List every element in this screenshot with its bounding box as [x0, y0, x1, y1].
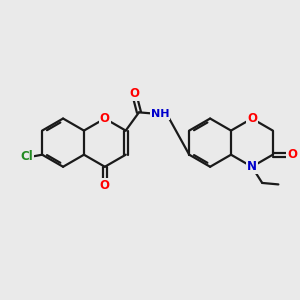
Text: Cl: Cl: [20, 150, 33, 163]
Text: O: O: [100, 179, 110, 192]
Text: NH: NH: [151, 109, 170, 119]
Text: O: O: [130, 87, 140, 100]
Text: O: O: [247, 112, 257, 125]
Text: O: O: [287, 148, 297, 161]
Text: O: O: [100, 112, 110, 125]
Text: N: N: [247, 160, 257, 173]
